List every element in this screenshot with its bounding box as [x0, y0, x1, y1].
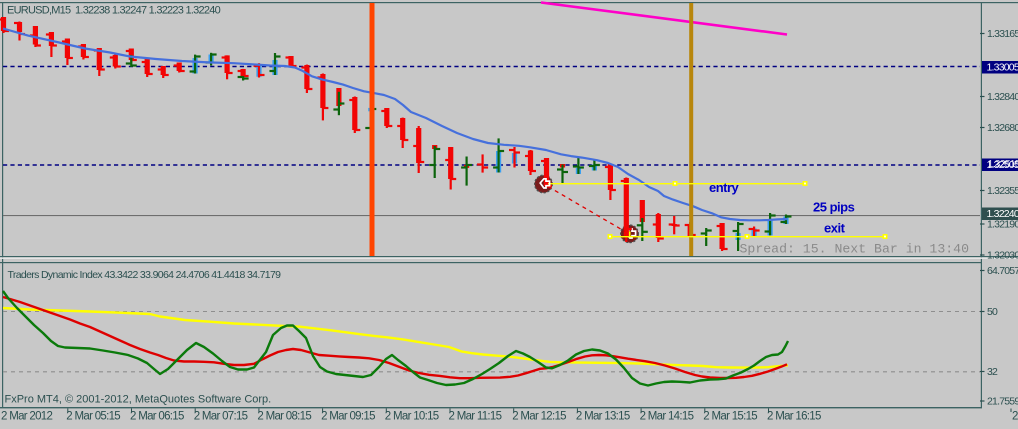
- svg-text:1.32240: 1.32240: [987, 208, 1018, 220]
- svg-text:1.32355: 1.32355: [987, 185, 1018, 197]
- svg-text:2 Mar 13:15: 2 Mar 13:15: [576, 410, 630, 422]
- svg-text:2 Mar 09:15: 2 Mar 09:15: [321, 410, 375, 422]
- svg-text:2 Mar 10:15: 2 Mar 10:15: [385, 410, 439, 422]
- svg-text:1.32515: 1.32515: [988, 158, 1018, 170]
- svg-text:entry: entry: [709, 180, 740, 195]
- svg-text:2 Mar 11:15: 2 Mar 11:15: [449, 410, 502, 422]
- svg-text:2 Mar 06:15: 2 Mar 06:15: [130, 410, 184, 422]
- svg-text:2 Mar 15:15: 2 Mar 15:15: [703, 410, 757, 422]
- svg-text:1.33005: 1.33005: [987, 62, 1018, 74]
- svg-text:FxPro MT4, © 2001-2012, MetaQu: FxPro MT4, © 2001-2012, MetaQuotes Softw…: [5, 394, 272, 406]
- svg-text:Traders Dynamic Index 43.3422: Traders Dynamic Index 43.3422 33.9064 24…: [8, 269, 282, 281]
- svg-text:2 Mar 12:15: 2 Mar 12:15: [512, 410, 566, 422]
- svg-text:2: 2: [1012, 410, 1018, 422]
- svg-text:1.32840: 1.32840: [987, 91, 1018, 103]
- svg-text:2 Mar 08:15: 2 Mar 08:15: [257, 410, 311, 422]
- svg-text:1.32680: 1.32680: [987, 122, 1018, 134]
- svg-text:2 Mar 05:15: 2 Mar 05:15: [66, 410, 120, 422]
- svg-text:2 Mar 16:15: 2 Mar 16:15: [767, 410, 821, 422]
- svg-text:1.32190: 1.32190: [987, 219, 1018, 231]
- svg-text:21.7559: 21.7559: [987, 396, 1018, 408]
- svg-text:25 pips: 25 pips: [813, 200, 855, 215]
- svg-text:2 Mar 07:15: 2 Mar 07:15: [194, 410, 248, 422]
- svg-text:64.7057: 64.7057: [987, 265, 1018, 277]
- svg-text:Spread: 15. Next Bar in 13:40: Spread: 15. Next Bar in 13:40: [740, 242, 970, 257]
- svg-text:EURUSD,M15 1.32238 1.32247 1.: EURUSD,M15 1.32238 1.32247 1.32223 1.322…: [7, 5, 221, 17]
- svg-text:50: 50: [987, 306, 998, 318]
- svg-text:32: 32: [987, 366, 998, 378]
- svg-text:exit: exit: [824, 221, 846, 236]
- svg-text:2 Mar 2012: 2 Mar 2012: [1, 410, 52, 422]
- svg-text:2 Mar 14:15: 2 Mar 14:15: [640, 410, 694, 422]
- svg-text:1.33165: 1.33165: [987, 28, 1018, 40]
- svg-text:1.32030: 1.32030: [987, 250, 1018, 262]
